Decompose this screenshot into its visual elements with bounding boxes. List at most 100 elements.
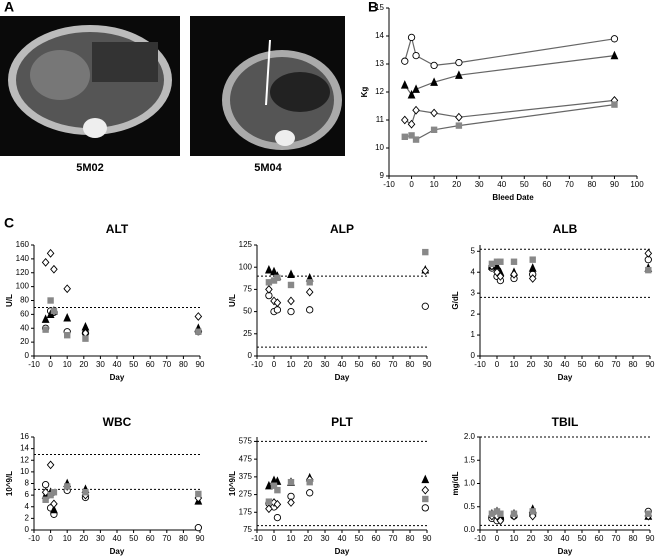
y-axis-label: U/L: [5, 294, 14, 307]
x-tick-label: 10: [287, 360, 296, 369]
panel-label: A: [4, 0, 14, 15]
point: [412, 84, 420, 93]
x-tick-label: 70: [162, 360, 171, 369]
point: [455, 58, 463, 67]
y-tick-label: 100: [16, 282, 30, 291]
y-tick-label: 140: [16, 254, 30, 263]
x-tick-label: 20: [527, 534, 536, 543]
x-tick-label: 20: [304, 360, 313, 369]
point: [50, 307, 58, 315]
x-tick-label: 50: [355, 534, 364, 543]
point: [41, 487, 50, 497]
x-tick-label: 80: [179, 534, 188, 543]
y-tick-label: 375: [239, 472, 253, 481]
x-tick-label: 60: [146, 534, 155, 543]
point: [306, 478, 313, 486]
x-tick-label: 50: [129, 360, 138, 369]
x-tick-label: 10: [430, 180, 439, 189]
y-tick-label: 0.0: [464, 525, 476, 534]
x-tick-label: 20: [79, 534, 88, 543]
point: [194, 524, 202, 532]
y-tick-label: 16: [20, 432, 29, 441]
point: [493, 258, 501, 265]
point: [47, 491, 54, 499]
point: [82, 335, 89, 342]
point: [529, 256, 536, 263]
x-tick-label: 30: [96, 534, 105, 543]
x-tick-label: 60: [146, 360, 155, 369]
x-tick-label: 0: [409, 180, 414, 189]
y-tick-label: 2.0: [464, 432, 476, 441]
point: [455, 122, 463, 129]
x-tick-label: 30: [321, 360, 330, 369]
x-tick-label: 60: [372, 534, 381, 543]
point: [50, 504, 58, 514]
y-tick-label: 50: [243, 307, 252, 316]
x-tick-label: 80: [406, 534, 415, 543]
point: [41, 257, 50, 267]
chart-title: WBC: [103, 415, 132, 429]
point: [529, 508, 536, 515]
point: [496, 272, 505, 281]
x-tick-label: 50: [520, 180, 529, 189]
y-tick-label: 3: [471, 288, 476, 297]
x-tick-label: 90: [423, 360, 432, 369]
x-tick-label: 90: [646, 534, 655, 543]
x-tick-label: 60: [595, 534, 604, 543]
x-tick-label: 30: [96, 360, 105, 369]
point: [412, 136, 420, 143]
point: [287, 307, 295, 316]
x-tick-label: 0: [48, 360, 53, 369]
x-tick-label: 10: [63, 360, 72, 369]
y-tick-label: 4: [25, 502, 30, 511]
y-tick-label: 15: [375, 3, 384, 12]
point: [407, 33, 416, 42]
point: [264, 264, 273, 274]
y-tick-label: 2: [25, 513, 30, 522]
point: [528, 274, 537, 283]
x-tick-label: 40: [338, 360, 347, 369]
x-tick-label: 50: [355, 360, 364, 369]
x-tick-label: -10: [28, 360, 40, 369]
point: [82, 489, 89, 496]
y-tick-label: 1: [471, 330, 476, 339]
series-line: [404, 104, 615, 141]
point: [528, 263, 537, 272]
x-tick-label: 70: [162, 534, 171, 543]
x-tick-label: 0: [495, 534, 500, 543]
x-axis-label: Day: [335, 373, 350, 382]
point: [47, 297, 54, 304]
point: [421, 474, 430, 484]
point: [265, 498, 273, 505]
x-tick-label: -10: [251, 534, 263, 543]
y-tick-label: 0.5: [464, 502, 476, 511]
panel-label: B: [368, 0, 378, 15]
y-tick-label: 25: [243, 329, 252, 338]
point: [287, 498, 295, 507]
x-tick-label: 100: [630, 180, 644, 189]
x-tick-label: 60: [372, 360, 381, 369]
chart-title: ALP: [330, 222, 354, 236]
point: [488, 510, 496, 517]
point: [421, 302, 429, 310]
point: [528, 511, 537, 521]
point: [46, 460, 55, 470]
y-tick-label: 40: [20, 323, 29, 332]
y-tick-label: 0: [25, 351, 30, 360]
point: [63, 312, 72, 322]
x-tick-label: 10: [287, 534, 296, 543]
y-tick-label: 60: [20, 309, 29, 318]
point: [306, 279, 313, 286]
point: [306, 489, 314, 497]
y-tick-label: 120: [16, 268, 30, 277]
x-tick-label: 40: [561, 360, 570, 369]
point: [195, 490, 202, 498]
point: [430, 108, 438, 118]
x-tick-label: -10: [28, 534, 40, 543]
y-tick-label: 8: [25, 479, 30, 488]
x-tick-label: 30: [544, 534, 553, 543]
chart-title: PLT: [331, 415, 353, 429]
x-tick-label: 70: [612, 534, 621, 543]
x-tick-label: 0: [272, 534, 277, 543]
x-tick-label: 20: [304, 534, 313, 543]
